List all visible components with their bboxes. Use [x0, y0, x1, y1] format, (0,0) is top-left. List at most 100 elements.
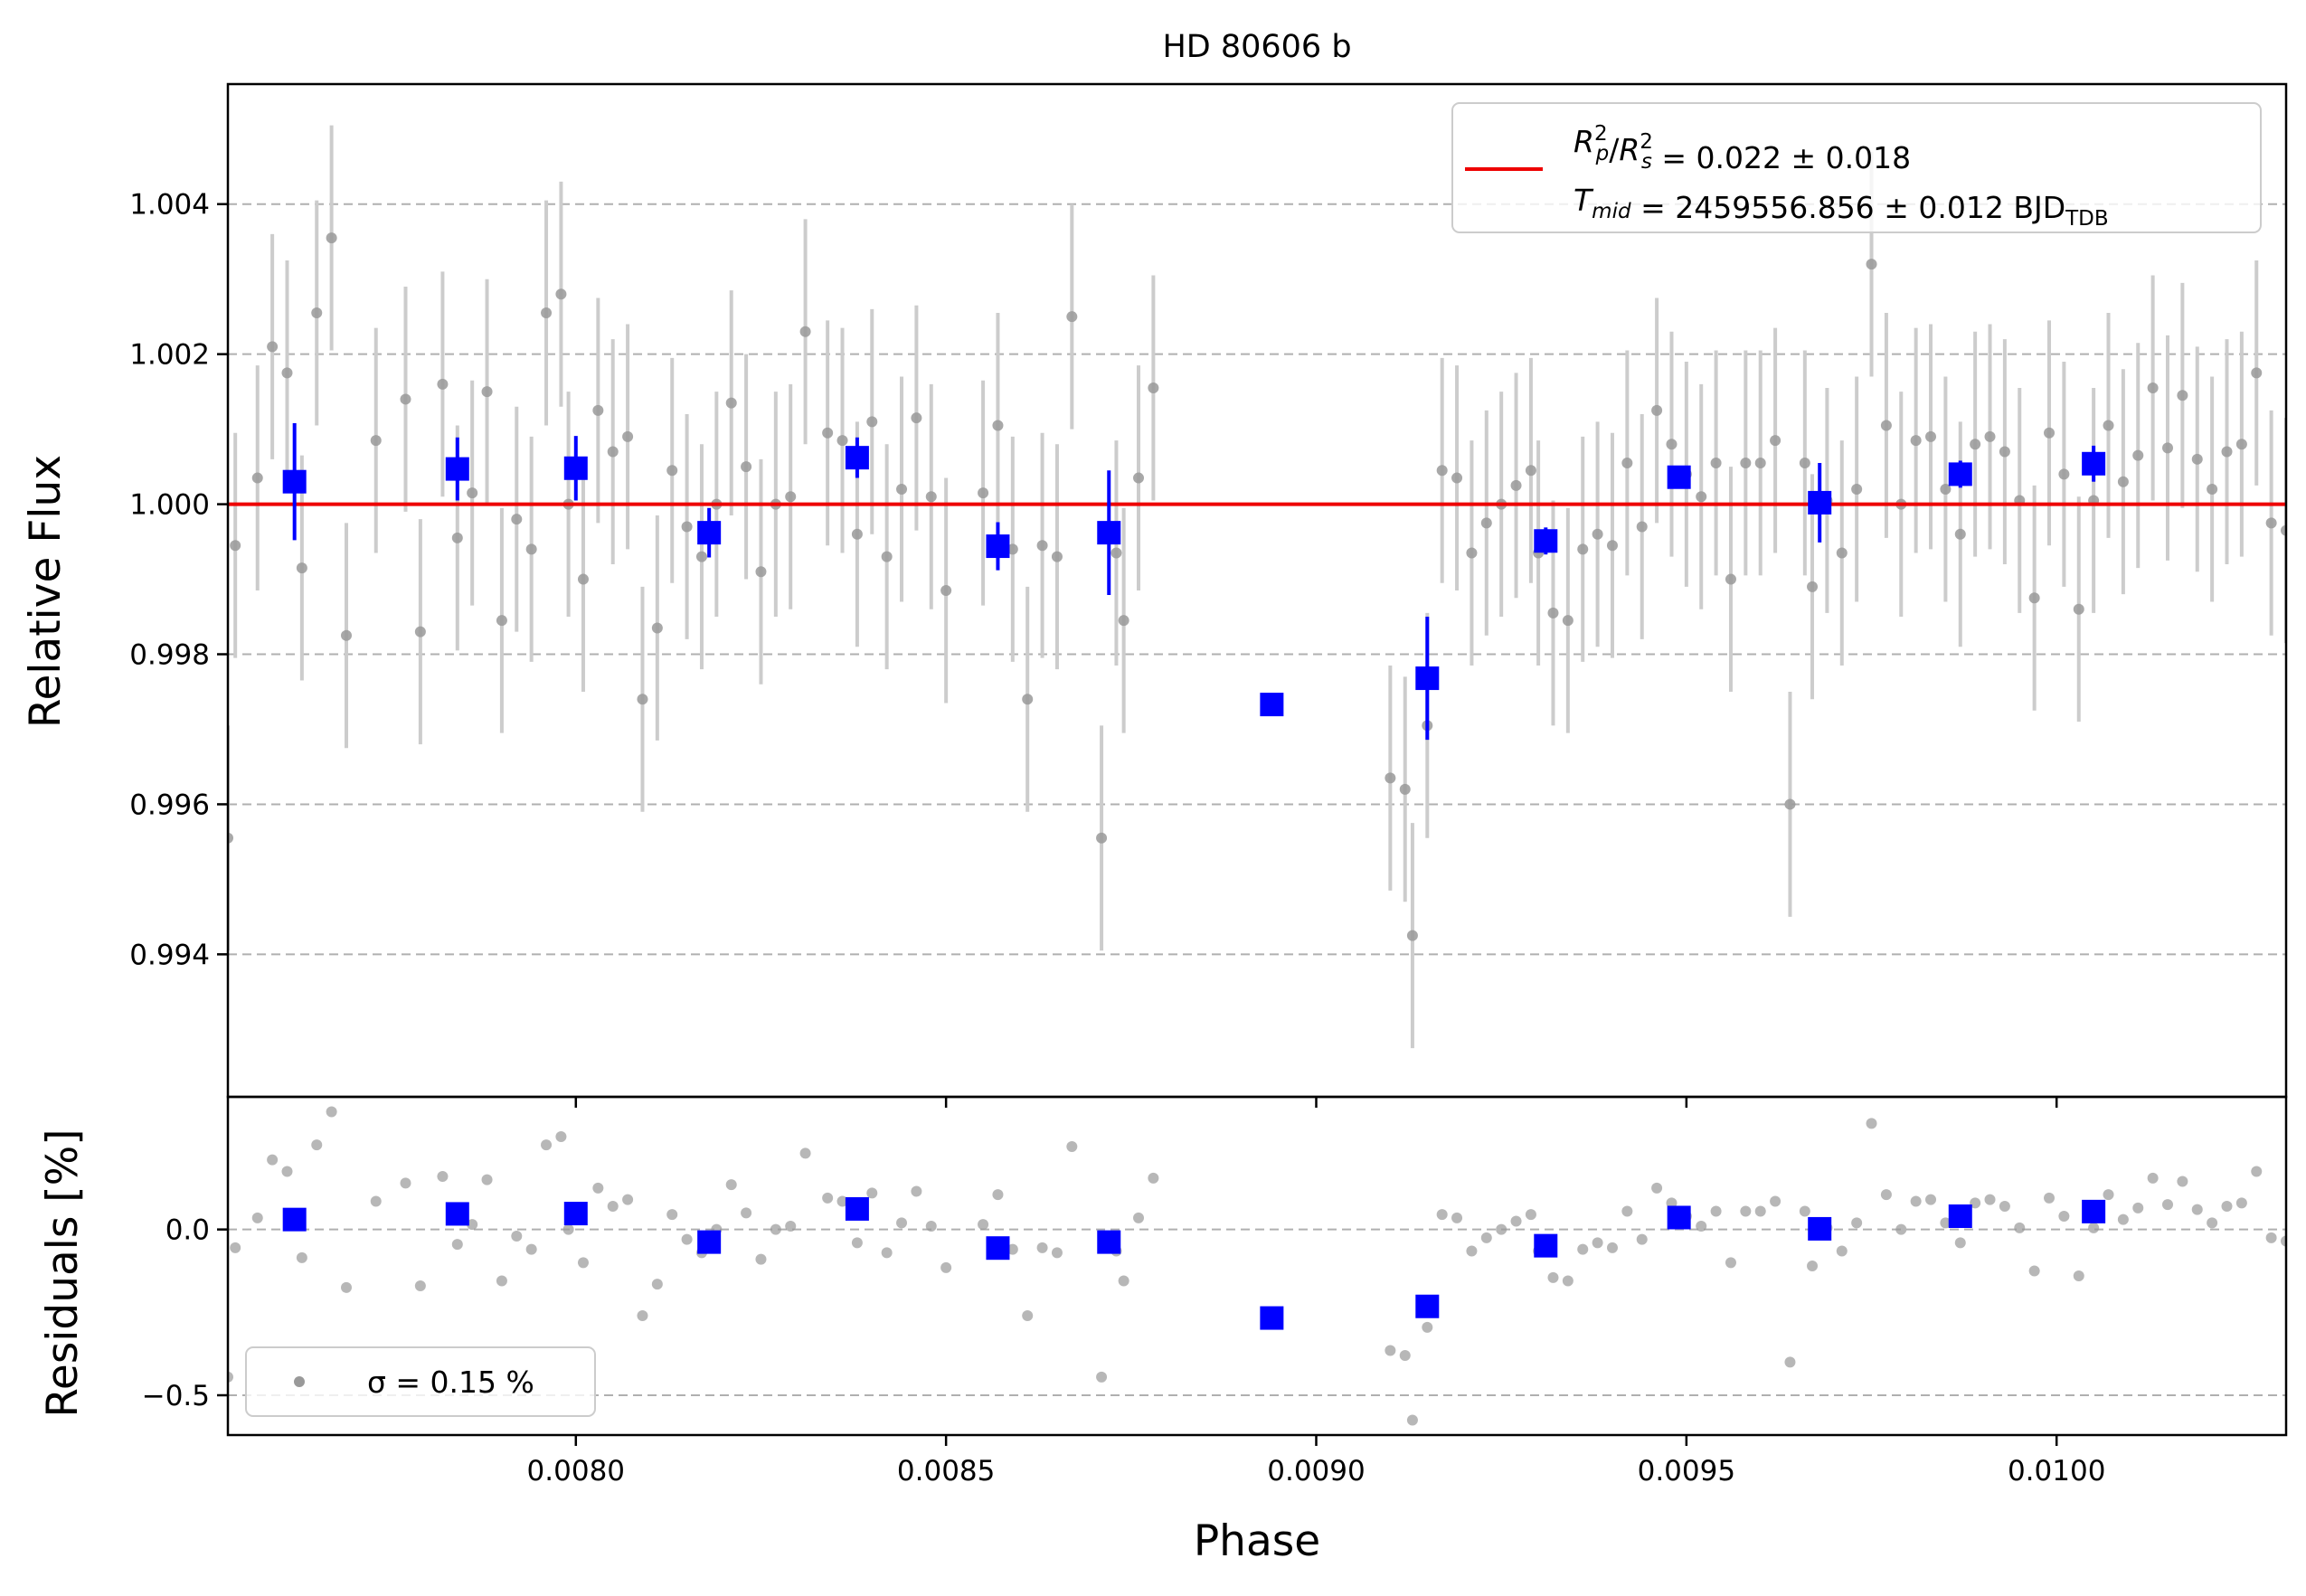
residual-point: [1696, 1221, 1707, 1232]
residual-point: [281, 1166, 293, 1177]
residual-point: [992, 1189, 1004, 1201]
residual-point: [1466, 1245, 1478, 1257]
residual-point: [451, 1239, 463, 1251]
residual-point: [2162, 1199, 2174, 1211]
main-y-tick-label: 1.004: [129, 189, 210, 222]
binned-data-point: [445, 457, 469, 481]
residual-point: [1666, 1197, 1678, 1209]
residual-binned-point: [1415, 1294, 1440, 1318]
residual-point: [370, 1195, 382, 1207]
residual-point: [1436, 1209, 1448, 1221]
residual-point: [2251, 1166, 2263, 1177]
residual-binned-point: [1534, 1233, 1558, 1258]
residual-point: [1562, 1275, 1574, 1287]
x-tick-label: 0.0100: [2008, 1455, 2105, 1487]
raw-data-point: [1954, 528, 1966, 540]
residual-y-tick-label: −0.5: [142, 1380, 210, 1412]
raw-data-point: [1851, 484, 1863, 495]
residual-point: [1385, 1345, 1396, 1356]
raw-data-point: [1770, 435, 1781, 447]
residual-point: [2265, 1232, 2277, 1243]
residual-point: [1970, 1197, 1981, 1209]
main-y-tick-label: 0.998: [129, 639, 210, 672]
raw-data-point: [1866, 259, 1877, 270]
residual-point: [978, 1219, 989, 1231]
main-legend: R2 p/R2 s = 0.022 ± 0.018 Tmid = 2459556.8…: [1451, 102, 2262, 233]
residual-point: [1799, 1205, 1810, 1217]
residual-point: [1606, 1242, 1618, 1253]
raw-data-point: [822, 427, 834, 439]
residual-point: [1807, 1261, 1819, 1271]
residual-point: [881, 1247, 893, 1259]
residual-point: [799, 1147, 811, 1159]
raw-data-point: [992, 420, 1004, 431]
legend-radius-ratio-label: R2 p/R2 s = 0.022 ± 0.018: [1574, 122, 1911, 175]
residual-point: [1496, 1223, 1507, 1235]
residual-point: [2235, 1197, 2247, 1209]
residual-binned-point: [563, 1202, 588, 1226]
residual-point: [851, 1237, 863, 1249]
residual-binned-point: [986, 1236, 1010, 1261]
residual-binned-point: [445, 1202, 469, 1226]
raw-data-point: [695, 551, 707, 562]
residual-plot-area: [228, 1106, 2286, 1426]
residual-point: [496, 1275, 507, 1287]
residual-point: [414, 1280, 426, 1291]
residual-binned-point: [845, 1196, 869, 1221]
raw-data-point: [2103, 420, 2114, 431]
residual-point: [2028, 1265, 2040, 1277]
residual-point: [911, 1185, 922, 1197]
residual-point: [230, 1242, 241, 1253]
binned-data-point: [1667, 465, 1691, 489]
raw-data-point: [228, 832, 233, 844]
binned-data-point: [2082, 451, 2106, 476]
residual-point: [1740, 1205, 1752, 1217]
residual-point: [1621, 1205, 1633, 1217]
raw-data-point: [1036, 540, 1048, 552]
raw-data-point: [2191, 453, 2203, 465]
raw-data-point: [1510, 479, 1522, 491]
residual-point: [1710, 1205, 1722, 1217]
residual-point: [1118, 1275, 1129, 1287]
raw-data-point: [251, 472, 263, 484]
residual-point: [2132, 1202, 2144, 1214]
residual-point: [770, 1223, 781, 1235]
residual-point: [1651, 1182, 1663, 1194]
binned-data-point: [1808, 490, 1832, 515]
raw-data-point: [1807, 581, 1819, 592]
raw-data-point: [1577, 543, 1589, 555]
residual-legend-box: [245, 1346, 596, 1417]
residual-point: [1022, 1310, 1034, 1321]
raw-data-point: [1710, 457, 1722, 468]
raw-data-point: [1436, 465, 1448, 477]
residual-point: [940, 1261, 952, 1273]
residual-point: [1525, 1209, 1536, 1221]
residual-point: [1007, 1243, 1018, 1255]
residual-point: [2058, 1211, 2070, 1222]
chart-title: HD 80606 b: [1162, 29, 1351, 65]
residual-point: [1940, 1217, 1952, 1229]
residual-point: [1406, 1414, 1418, 1426]
residual-gridlines: [228, 1228, 2286, 1396]
residual-point: [2103, 1189, 2114, 1201]
raw-data-point: [1940, 484, 1952, 495]
residual-point: [467, 1219, 478, 1231]
axes-ticks: 0.994 0.996 0.998 1.000 1.002 1.004 −0.5 0.0 0.0…: [129, 189, 2105, 1487]
residual-point: [2044, 1192, 2056, 1204]
residual-binned-point: [1667, 1205, 1691, 1230]
residual-point: [2281, 1235, 2286, 1247]
raw-data-point: [467, 487, 478, 499]
residual-point: [311, 1139, 323, 1151]
x-tick-label: 0.0095: [1638, 1455, 1735, 1487]
raw-data-point: [637, 694, 648, 705]
raw-data-point: [2132, 449, 2144, 461]
raw-data-point: [2073, 603, 2084, 615]
residual-point: [1399, 1350, 1411, 1361]
residual-point: [637, 1310, 648, 1321]
residual-point: [1636, 1233, 1648, 1245]
residual-point: [2117, 1214, 2129, 1225]
raw-data-point: [437, 378, 449, 390]
raw-data-point: [911, 412, 922, 424]
residual-point: [1148, 1172, 1159, 1184]
residual-point: [2177, 1176, 2188, 1187]
